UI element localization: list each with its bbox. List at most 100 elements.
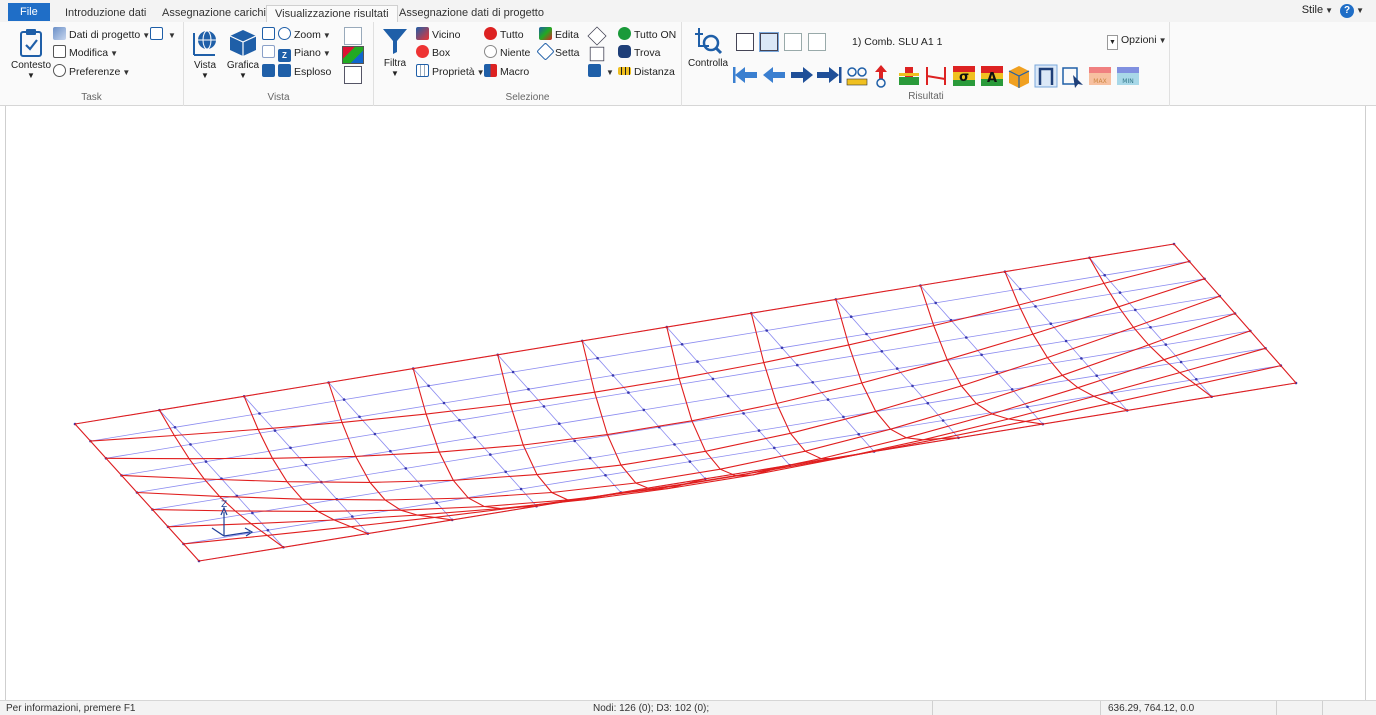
- mesh-node[interactable]: [765, 329, 768, 332]
- mesh-node[interactable]: [995, 370, 999, 374]
- mesh-node[interactable]: [680, 343, 684, 346]
- tab-introduzione-dati[interactable]: Introduzione dati: [65, 7, 147, 19]
- mesh-node[interactable]: [673, 443, 676, 446]
- mesh-node[interactable]: [404, 467, 408, 470]
- vicino-button[interactable]: Vicino: [416, 27, 460, 43]
- arrow-last-icon[interactable]: [817, 67, 842, 83]
- grafica-button[interactable]: Grafica ▼: [224, 28, 262, 80]
- mesh-node[interactable]: [1010, 388, 1014, 391]
- deformed-shape-icon[interactable]: [736, 33, 754, 51]
- mesh-node[interactable]: [342, 398, 346, 401]
- mesh-node[interactable]: [573, 439, 576, 443]
- mesh-node[interactable]: [442, 401, 446, 405]
- mesh-node[interactable]: [251, 511, 254, 515]
- mesh-node[interactable]: [1018, 287, 1022, 291]
- mesh-node[interactable]: [941, 419, 945, 422]
- style-menu[interactable]: Stile ▼ ? ▼: [1302, 4, 1364, 18]
- mesh-node[interactable]: [696, 360, 699, 363]
- window-view-icon[interactable]: [344, 66, 362, 84]
- mesh-node[interactable]: [796, 363, 799, 367]
- distanza-button[interactable]: Distanza: [618, 64, 675, 80]
- dati-progetto-button[interactable]: Dati di progetto ▼: [53, 27, 150, 43]
- mesh-node[interactable]: [611, 374, 615, 377]
- sigma-map-icon[interactable]: σ: [953, 66, 975, 86]
- contesto-button[interactable]: Contesto ▼: [8, 28, 54, 80]
- mesh-node[interactable]: [1080, 357, 1083, 360]
- mesh-drawing[interactable]: Z: [6, 106, 1367, 700]
- mesh-node[interactable]: [527, 387, 530, 391]
- opzioni-button[interactable]: Opzioni ▼: [1121, 34, 1167, 46]
- mesh-node[interactable]: [435, 501, 439, 505]
- mesh-node[interactable]: [757, 429, 761, 432]
- tab-visualizzazione-risultati[interactable]: Visualizzazione risultati: [266, 5, 398, 22]
- mesh-node[interactable]: [1110, 391, 1114, 395]
- arrow-next-icon[interactable]: [791, 67, 813, 83]
- numeric-values-icon[interactable]: [846, 67, 868, 86]
- vista-button[interactable]: Vista ▼: [190, 28, 220, 80]
- mesh-node[interactable]: [542, 405, 546, 408]
- mesh-node[interactable]: [358, 415, 361, 419]
- area-map-icon[interactable]: A: [981, 66, 1003, 86]
- modifica-button[interactable]: Modifica ▼: [53, 45, 118, 61]
- cube-outline-icon[interactable]: [589, 46, 605, 62]
- box-button[interactable]: Box: [416, 45, 450, 61]
- arrow-first-icon[interactable]: [733, 67, 757, 83]
- controlla-button[interactable]: Controlla: [684, 26, 732, 69]
- mesh-node[interactable]: [1195, 378, 1198, 381]
- mesh-node[interactable]: [1064, 339, 1068, 343]
- proprieta-button[interactable]: Proprietà ▼: [416, 64, 485, 80]
- mesh-node[interactable]: [1095, 374, 1098, 378]
- mesh-node[interactable]: [604, 474, 607, 477]
- tab-assegnazione-carichi[interactable]: Assegnazione carichi: [162, 7, 266, 19]
- mesh-node[interactable]: [1179, 360, 1183, 364]
- mesh-node[interactable]: [711, 377, 715, 381]
- mesh-node[interactable]: [842, 415, 845, 419]
- mesh-node[interactable]: [596, 356, 599, 360]
- mesh-node[interactable]: [273, 429, 277, 432]
- mesh-node[interactable]: [1103, 273, 1106, 277]
- mesh-node[interactable]: [266, 528, 270, 532]
- mesh-node[interactable]: [420, 484, 423, 487]
- mesh-node[interactable]: [934, 301, 937, 305]
- load-view-icon[interactable]: [759, 32, 779, 52]
- tutto-on-button[interactable]: Tutto ON: [618, 27, 676, 43]
- reactions-icon[interactable]: [875, 65, 887, 88]
- mesh-node[interactable]: [588, 456, 592, 460]
- mesh-node[interactable]: [627, 391, 630, 394]
- mesh-node[interactable]: [826, 398, 830, 401]
- mesh-node[interactable]: [688, 460, 692, 463]
- envelope-view-icon[interactable]: [808, 33, 826, 51]
- mesh-node[interactable]: [742, 412, 745, 415]
- mesh-node[interactable]: [489, 453, 492, 456]
- mesh-node[interactable]: [857, 432, 860, 436]
- mesh-node[interactable]: [980, 353, 983, 357]
- mesh-node[interactable]: [1149, 326, 1152, 329]
- mesh-node[interactable]: [865, 332, 868, 336]
- section-cut-icon[interactable]: [926, 67, 946, 85]
- mesh-node[interactable]: [965, 336, 968, 339]
- min-values-icon[interactable]: MIN: [1117, 67, 1139, 85]
- mesh-node[interactable]: [773, 446, 776, 450]
- tab-assegnazione-dati-progetto[interactable]: Assegnazione dati di progetto: [399, 7, 544, 19]
- query-cursor-icon[interactable]: [1062, 67, 1083, 88]
- mesh-node[interactable]: [1049, 322, 1053, 325]
- macro-button[interactable]: Macro: [484, 64, 529, 80]
- mesh-node[interactable]: [189, 443, 192, 446]
- frame-highlight-icon[interactable]: [1034, 64, 1058, 88]
- mesh-node[interactable]: [1026, 405, 1029, 409]
- mesh-node[interactable]: [204, 460, 208, 463]
- mesh-node[interactable]: [642, 408, 646, 412]
- export-button[interactable]: ▼: [150, 27, 176, 43]
- setta-button[interactable]: Setta: [536, 42, 580, 61]
- mesh-node[interactable]: [458, 418, 461, 422]
- mesh-node[interactable]: [173, 426, 177, 429]
- mesh-node[interactable]: [289, 446, 292, 450]
- mesh-node[interactable]: [780, 346, 784, 350]
- combination-select[interactable]: 1) Comb. SLU A1 1 ▼: [848, 34, 1118, 51]
- esploso-button[interactable]: Esploso: [262, 64, 331, 80]
- mesh-node[interactable]: [373, 432, 377, 436]
- mesh-node[interactable]: [880, 350, 884, 353]
- mesh-node[interactable]: [258, 412, 261, 415]
- mesh-node[interactable]: [1134, 308, 1137, 312]
- tab-file[interactable]: File: [8, 3, 50, 21]
